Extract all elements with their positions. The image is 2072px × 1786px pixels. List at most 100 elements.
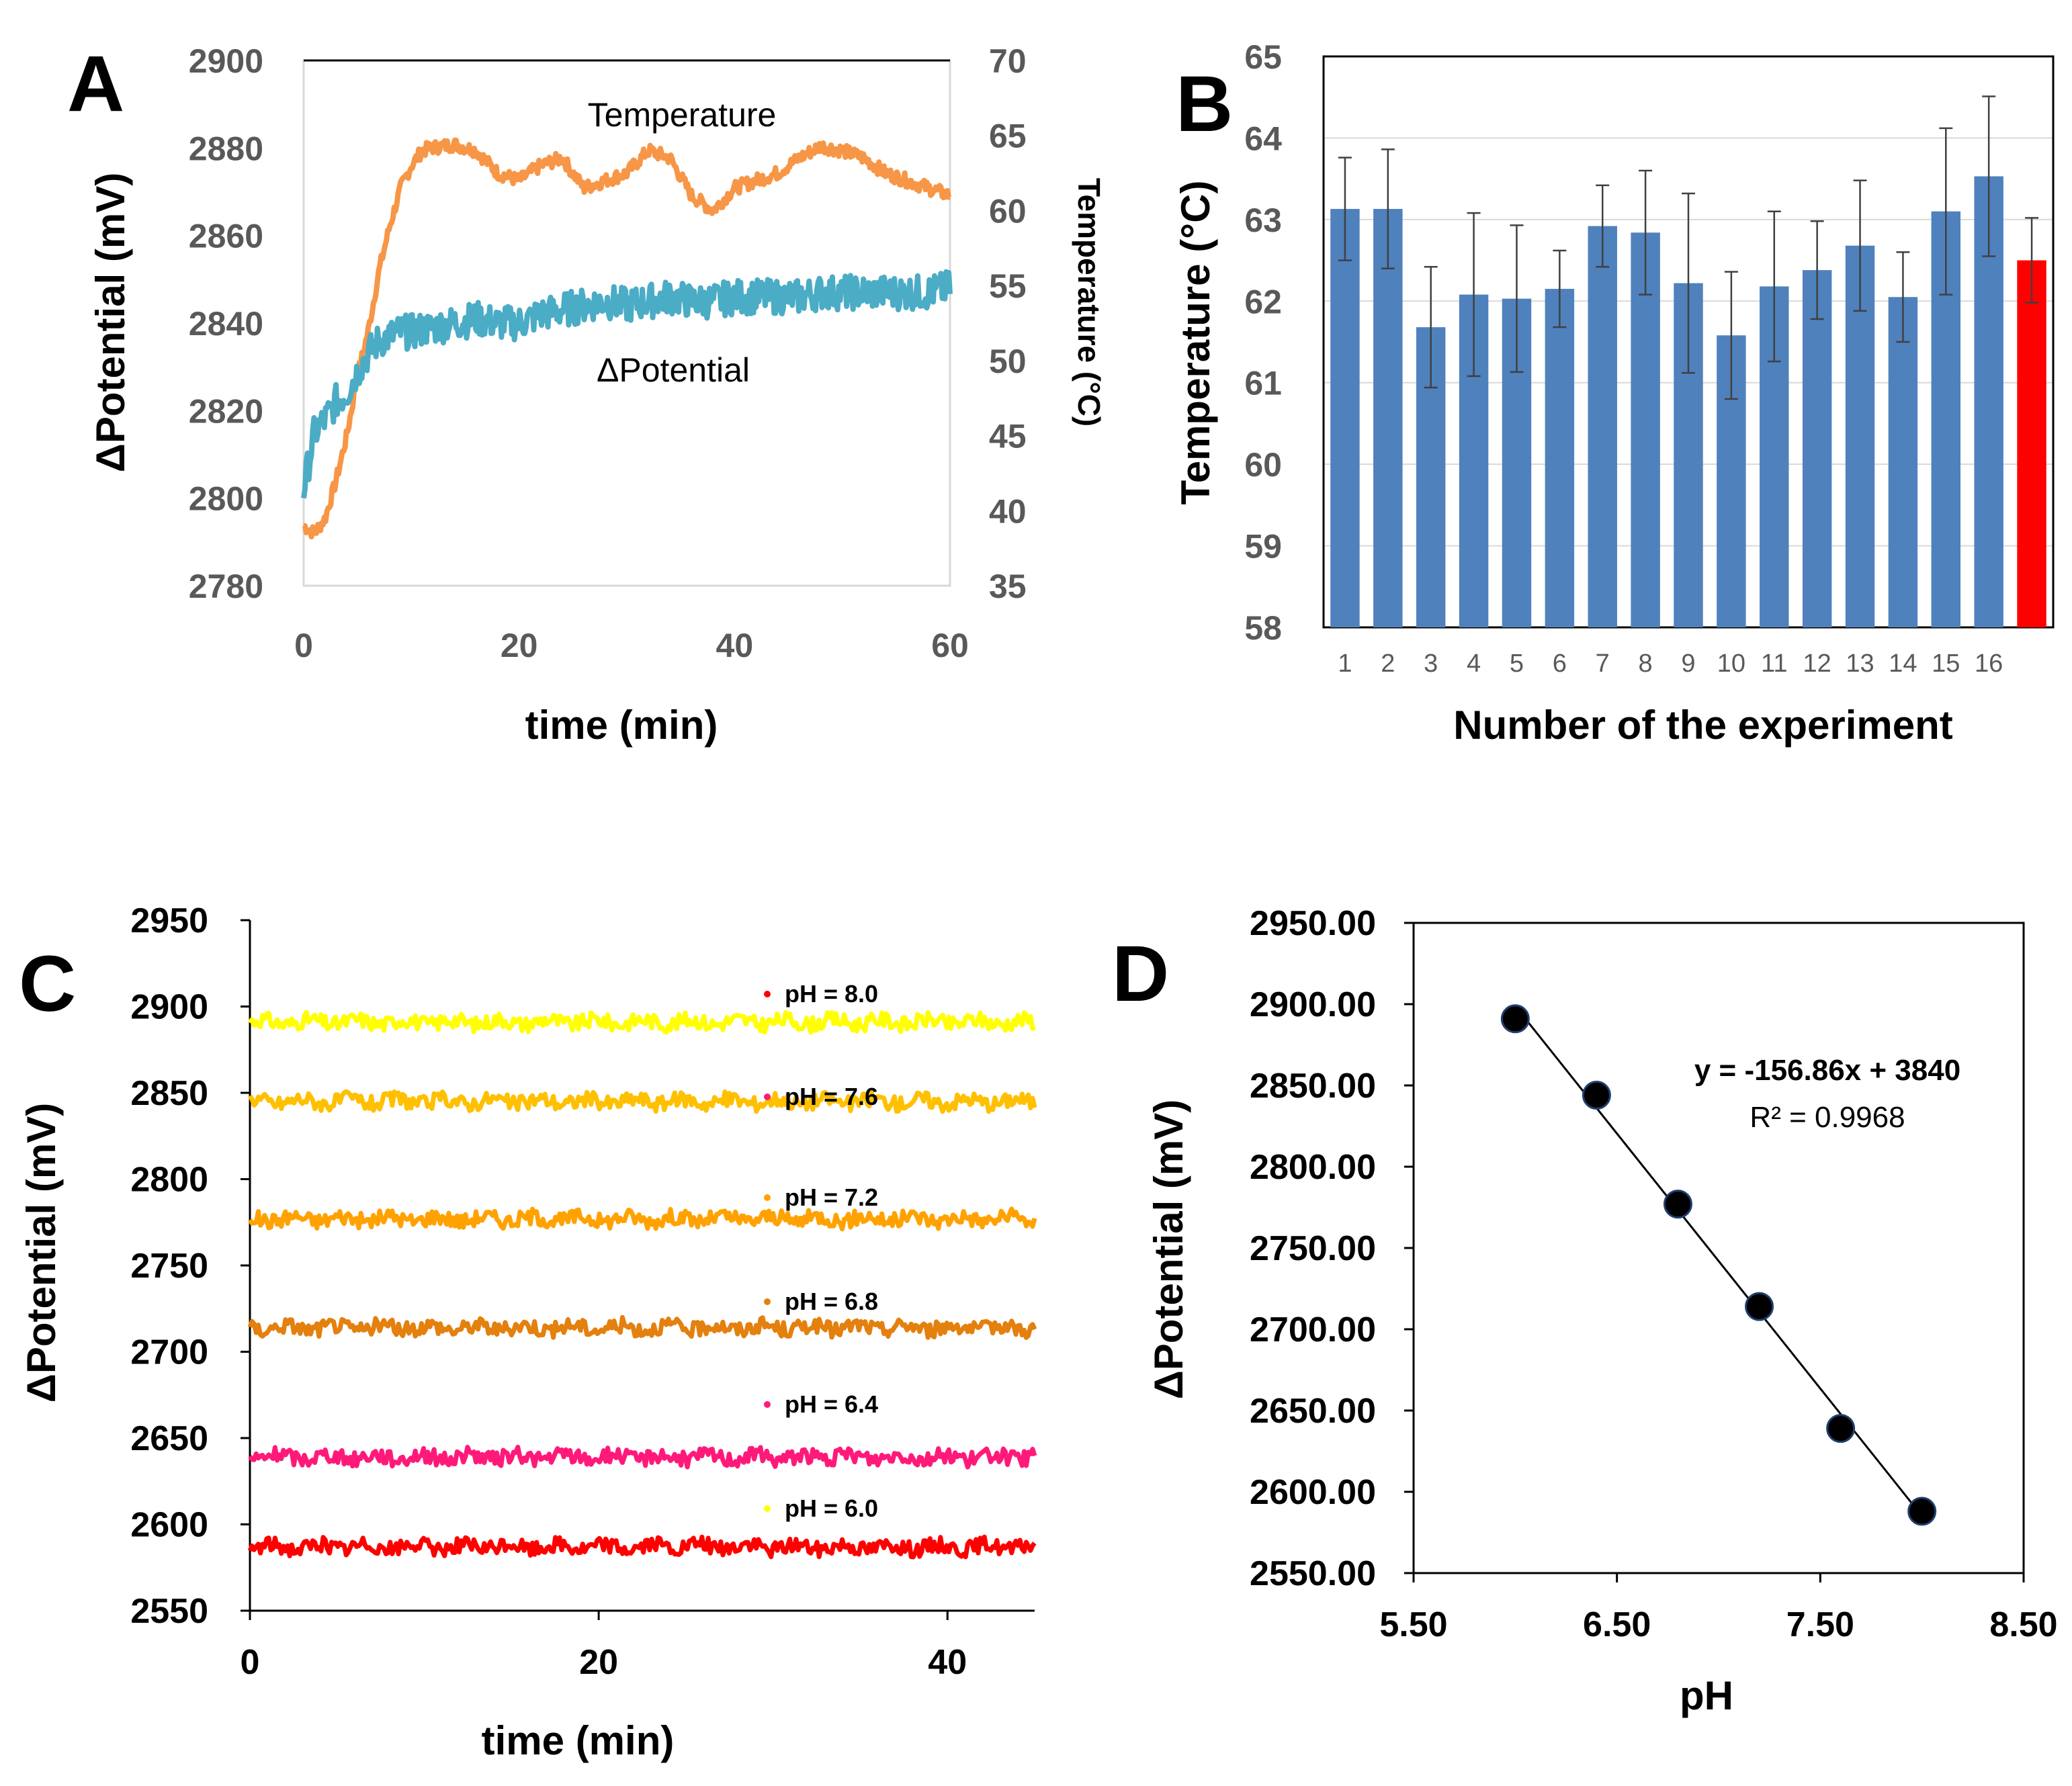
panel-a-x-tick-0: 0 [294, 627, 313, 664]
panel-a-y-tick-4: 2860 [189, 218, 263, 255]
panel-c-series-5 [247, 1534, 1037, 1560]
panel-c-y-tick-1: 2600 [130, 1506, 208, 1545]
panel-b-x-tick-14: 14 [1889, 650, 1917, 678]
panel-b-y-tick-0: 58 [1244, 609, 1282, 647]
panel-a-y2-tick-2: 45 [989, 418, 1027, 455]
panel-d-letter: D [1112, 930, 1169, 1018]
panel-b-x-tick-12: 12 [1803, 650, 1831, 678]
panel-a-y2-tick-4: 55 [989, 267, 1027, 305]
panel-d-point-1 [1582, 1081, 1611, 1110]
panel-c-legend-label-4: pH = 6.4 [785, 1390, 878, 1418]
panel-c-legend-label-2: pH = 7.2 [785, 1184, 878, 1211]
panel-b-bar-1 [1330, 209, 1360, 628]
panel-a-x-tick-1: 20 [501, 627, 538, 664]
panel-a-ticks: 0 20 40 60 2780 2800 2820 2840 2860 2880 2900 35 40 4… [189, 42, 1027, 664]
panel-b-bar-14 [1888, 297, 1918, 627]
panel-d-y-tick-8: 2950.00 [1250, 904, 1376, 943]
panel-d-point-4 [1826, 1414, 1856, 1443]
panel-d-y-tick-3: 2700.00 [1250, 1310, 1376, 1349]
panel-d-x-axis-label: pH [1680, 1673, 1733, 1718]
panel-d-x-tick-1: 6.50 [1583, 1605, 1651, 1644]
panel-b-y-tick-5: 63 [1244, 202, 1282, 239]
panel-b-x-tick-11: 11 [1761, 650, 1787, 678]
panel-b-y-tick-3: 61 [1244, 365, 1282, 402]
panel-b-y-tick-2: 60 [1244, 446, 1282, 484]
panel-d-y-tick-0: 2550.00 [1250, 1554, 1376, 1593]
panel-b-y-tick-4: 62 [1244, 283, 1282, 320]
panel-d-y-tick-5: 2800.00 [1250, 1148, 1376, 1187]
panel-b-y-tick-6: 64 [1244, 120, 1282, 157]
panel-c-legend-label-5: pH = 6.0 [785, 1494, 878, 1522]
panel-c-series-1 [248, 1089, 1037, 1114]
panel-a-y2-axis-label: Temperature (°C) [1072, 178, 1107, 427]
panel-c-y-axis-label: ΔPotential (mV) [19, 1103, 64, 1402]
panel-b-x-tick-16: 16 [1975, 650, 2003, 678]
panel-a: A 0 20 40 60 2780 2800 2820 2840 2860 2880 2900 35 4… [67, 40, 1107, 748]
panel-a-y-axis-label: ΔPotential (mV) [88, 173, 133, 472]
panel-b-letter: B [1176, 60, 1233, 148]
panel-d-ticks: 5.50 6.50 7.50 8.50 2550.00 2600.00 2650.00 270… [1250, 904, 2058, 1644]
panel-c-legend-label-1: pH = 7.6 [785, 1083, 878, 1110]
panel-a-y2-tick-6: 65 [989, 118, 1027, 155]
panel-a-y-tick-0: 2780 [189, 568, 263, 605]
panel-b-x-tick-3: 3 [1424, 650, 1438, 678]
panel-a-series [301, 137, 953, 540]
panel-d-point-0 [1500, 1004, 1530, 1034]
panel-c-legend-marker-5 [764, 1505, 771, 1512]
panel-d-y-tick-4: 2750.00 [1250, 1229, 1376, 1268]
panel-c-y-tick-7: 2900 [130, 988, 208, 1027]
panel-d-y-tick-2: 2650.00 [1250, 1392, 1376, 1431]
panel-d-x-tick-3: 8.50 [1989, 1605, 2057, 1644]
panel-c-series-4 [248, 1444, 1037, 1470]
panel-b-x-tick-8: 8 [1639, 650, 1653, 678]
panel-a-y-tick-5: 2880 [189, 130, 263, 167]
panel-b-x-tick-7: 7 [1596, 650, 1610, 678]
panel-a-x-tick-3: 60 [931, 627, 969, 664]
panel-d-y-axis-label: ΔPotential (mV) [1146, 1100, 1191, 1399]
panel-c-series-3 [247, 1314, 1037, 1340]
panel-c-letter: C [19, 940, 76, 1028]
panel-b-x-tick-15: 15 [1932, 650, 1960, 678]
panel-b-x-tick-1: 1 [1338, 650, 1352, 678]
panel-c-legend-label-0: pH = 8.0 [785, 980, 878, 1008]
panel-b-x-tick-10: 10 [1717, 650, 1745, 678]
panel-b-x-tick-2: 2 [1381, 650, 1395, 678]
panel-a-x-tick-2: 40 [716, 627, 754, 664]
panel-d-point-3 [1745, 1292, 1774, 1321]
panel-a-letter: A [67, 40, 124, 128]
panel-b-bar-7 [1588, 226, 1617, 628]
panel-a-y2-tick-0: 35 [989, 568, 1027, 605]
panel-c-x-tick-2: 40 [928, 1643, 967, 1682]
panel-c-y-tick-6: 2850 [130, 1074, 208, 1113]
panel-a-x-axis-label: time (min) [525, 703, 718, 748]
panel-c-series-0 [248, 1010, 1037, 1035]
panel-a-y2-tick-3: 50 [989, 343, 1027, 380]
panel-c-y-tick-8: 2950 [130, 901, 208, 940]
panel-a-y2-tick-5: 60 [989, 192, 1027, 230]
panel-c: C 0 20 40 2550 2600 2650 2700 2750 2800 2850 2900 2… [19, 901, 1037, 1763]
panel-c-legend-marker-3 [764, 1298, 771, 1305]
panel-b-bar-12 [1802, 270, 1832, 628]
panel-d-x-tick-0: 5.50 [1379, 1605, 1447, 1644]
panel-c-ticks: 0 20 40 2550 2600 2650 2700 2750 2800 2850 2900 295… [130, 901, 967, 1682]
panel-c-y-tick-2: 2650 [130, 1419, 208, 1458]
panel-a-y-tick-6: 2900 [189, 42, 263, 80]
panel-a-temperature-annotation: Temperature [588, 96, 777, 134]
panel-d-point-2 [1663, 1190, 1692, 1219]
panel-d-y-tick-1: 2600.00 [1250, 1473, 1376, 1512]
panel-a-y-tick-3: 2840 [189, 305, 263, 343]
panel-a-series-potential [301, 269, 953, 499]
panel-c-y-tick-4: 2750 [130, 1247, 208, 1286]
panel-d-y-tick-7: 2900.00 [1250, 985, 1376, 1024]
panel-c-x-tick-1: 20 [579, 1643, 618, 1682]
panel-b-y-axis-label: Temperature (°C) [1173, 181, 1218, 505]
panel-c-legend-label-3: pH = 6.8 [785, 1288, 878, 1315]
panel-d: D 5.50 6.50 7.50 8.50 2550.00 2600.00 2650.00 2… [1112, 904, 2058, 1718]
panel-c-legend-marker-1 [764, 1093, 771, 1100]
panel-a-y2-tick-1: 40 [989, 492, 1027, 530]
panel-b-bar-6 [1545, 289, 1575, 627]
panel-d-r-squared: R² = 0.9968 [1750, 1101, 1905, 1134]
panel-d-series [1500, 1004, 1937, 1526]
panel-b-x-tick-9: 9 [1681, 650, 1695, 678]
